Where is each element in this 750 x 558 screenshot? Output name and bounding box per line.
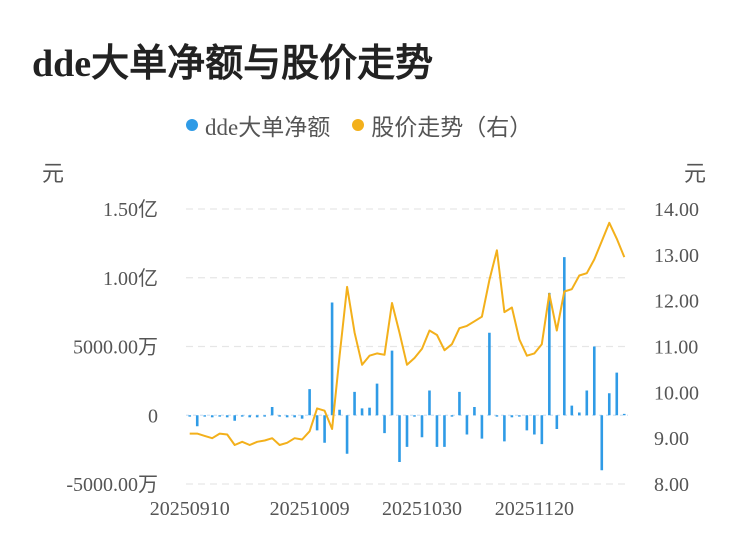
- bar: [218, 415, 222, 417]
- bar: [465, 415, 469, 435]
- bar: [435, 415, 439, 447]
- y-left-unit: 元: [42, 161, 65, 186]
- bar: [420, 415, 424, 438]
- bar: [578, 412, 581, 416]
- x-tick-label: 20251009: [270, 498, 350, 520]
- bar: [353, 391, 356, 416]
- bar: [480, 415, 484, 439]
- legend-label-dde: dde大单净额: [205, 115, 331, 140]
- y-right-tick-label: 10.00: [654, 382, 699, 404]
- legend-item-dde[interactable]: dde大单净额: [186, 108, 330, 142]
- bar: [308, 389, 311, 416]
- bar: [345, 415, 349, 454]
- price-line: [189, 221, 626, 446]
- legend-label-price: 股价走势（右）: [371, 115, 533, 140]
- bar: [285, 415, 289, 418]
- bar: [240, 415, 244, 417]
- chart-legend: dde大单净额 股价走势（右）: [186, 110, 554, 140]
- legend-item-price[interactable]: 股价走势（右）: [352, 108, 532, 142]
- y-right-tick-label: 11.00: [654, 337, 698, 359]
- x-tick-label: 20250910: [150, 498, 230, 520]
- bar: [592, 346, 596, 416]
- x-axis: 20250910 20251009 20251030 20251120: [150, 498, 574, 520]
- grid-lines: [186, 208, 628, 485]
- bar: [510, 415, 514, 418]
- bar: [210, 415, 214, 418]
- bar: [607, 393, 611, 416]
- bar: [428, 390, 431, 416]
- y-right-tick-label: 13.00: [654, 245, 699, 267]
- bar: [375, 383, 379, 416]
- bar: [233, 415, 236, 421]
- bar: [458, 391, 461, 416]
- bar: [540, 415, 544, 445]
- bar: [293, 415, 296, 418]
- y-right-tick-label: 9.00: [654, 428, 689, 450]
- y-left-axis: -5000.00万 0 5000.00万 1.00亿 1.50亿: [66, 198, 158, 496]
- bar: [330, 302, 334, 416]
- y-right-tick-label: 8.00: [654, 474, 689, 496]
- bar: [248, 415, 251, 418]
- y-right-unit: 元: [684, 161, 707, 186]
- bar: [188, 415, 192, 417]
- bar: [585, 390, 589, 416]
- y-right-axis: 8.00 9.00 10.00 11.00 12.00 13.00 14.00: [654, 199, 699, 496]
- bar: [548, 292, 551, 416]
- y-right-tick-label: 14.00: [654, 199, 699, 221]
- bar: [503, 415, 506, 442]
- bar: [570, 405, 574, 416]
- bar: [443, 415, 446, 447]
- y-right-tick-label: 12.00: [654, 291, 699, 313]
- bar: [563, 257, 566, 416]
- bar: [450, 415, 454, 417]
- bar: [390, 350, 394, 416]
- bar: [615, 372, 619, 416]
- bar: [300, 415, 304, 419]
- bar: [488, 332, 491, 416]
- bar: [495, 415, 499, 417]
- x-tick-label: 20251120: [495, 498, 574, 520]
- bar: [338, 409, 341, 416]
- bar: [278, 415, 281, 417]
- legend-dot-price: [352, 119, 365, 131]
- page-title: dde大单净额与股价走势: [32, 43, 434, 85]
- bar: [270, 407, 274, 416]
- bar: [368, 407, 371, 416]
- legend-dot-dde: [186, 119, 198, 131]
- bar: [255, 415, 259, 418]
- y-left-tick-label: 1.00亿: [103, 267, 158, 290]
- bar: [405, 415, 409, 447]
- bar: [225, 415, 229, 418]
- bar: [518, 415, 521, 417]
- bar: [315, 415, 319, 431]
- y-left-tick-label: 1.50亿: [103, 198, 158, 221]
- bar: [203, 415, 207, 417]
- x-tick-label: 20251030: [382, 498, 462, 520]
- bar: [413, 415, 416, 417]
- y-left-tick-label: -5000.00万: [66, 474, 158, 496]
- bar: [525, 415, 529, 431]
- bar: [323, 415, 326, 443]
- bar: [263, 415, 266, 417]
- line-series: [189, 221, 626, 446]
- bar: [533, 415, 536, 435]
- bar: [600, 415, 604, 471]
- bar: [195, 415, 199, 427]
- y-left-tick-label: 0: [148, 405, 158, 427]
- bar: [622, 413, 626, 416]
- y-left-tick-label: 5000.00万: [73, 337, 158, 359]
- bar: [555, 415, 559, 429]
- bar: [383, 415, 386, 434]
- bar: [398, 415, 401, 462]
- bar: [360, 408, 364, 416]
- bar: [473, 407, 476, 416]
- bar-series: [188, 257, 626, 471]
